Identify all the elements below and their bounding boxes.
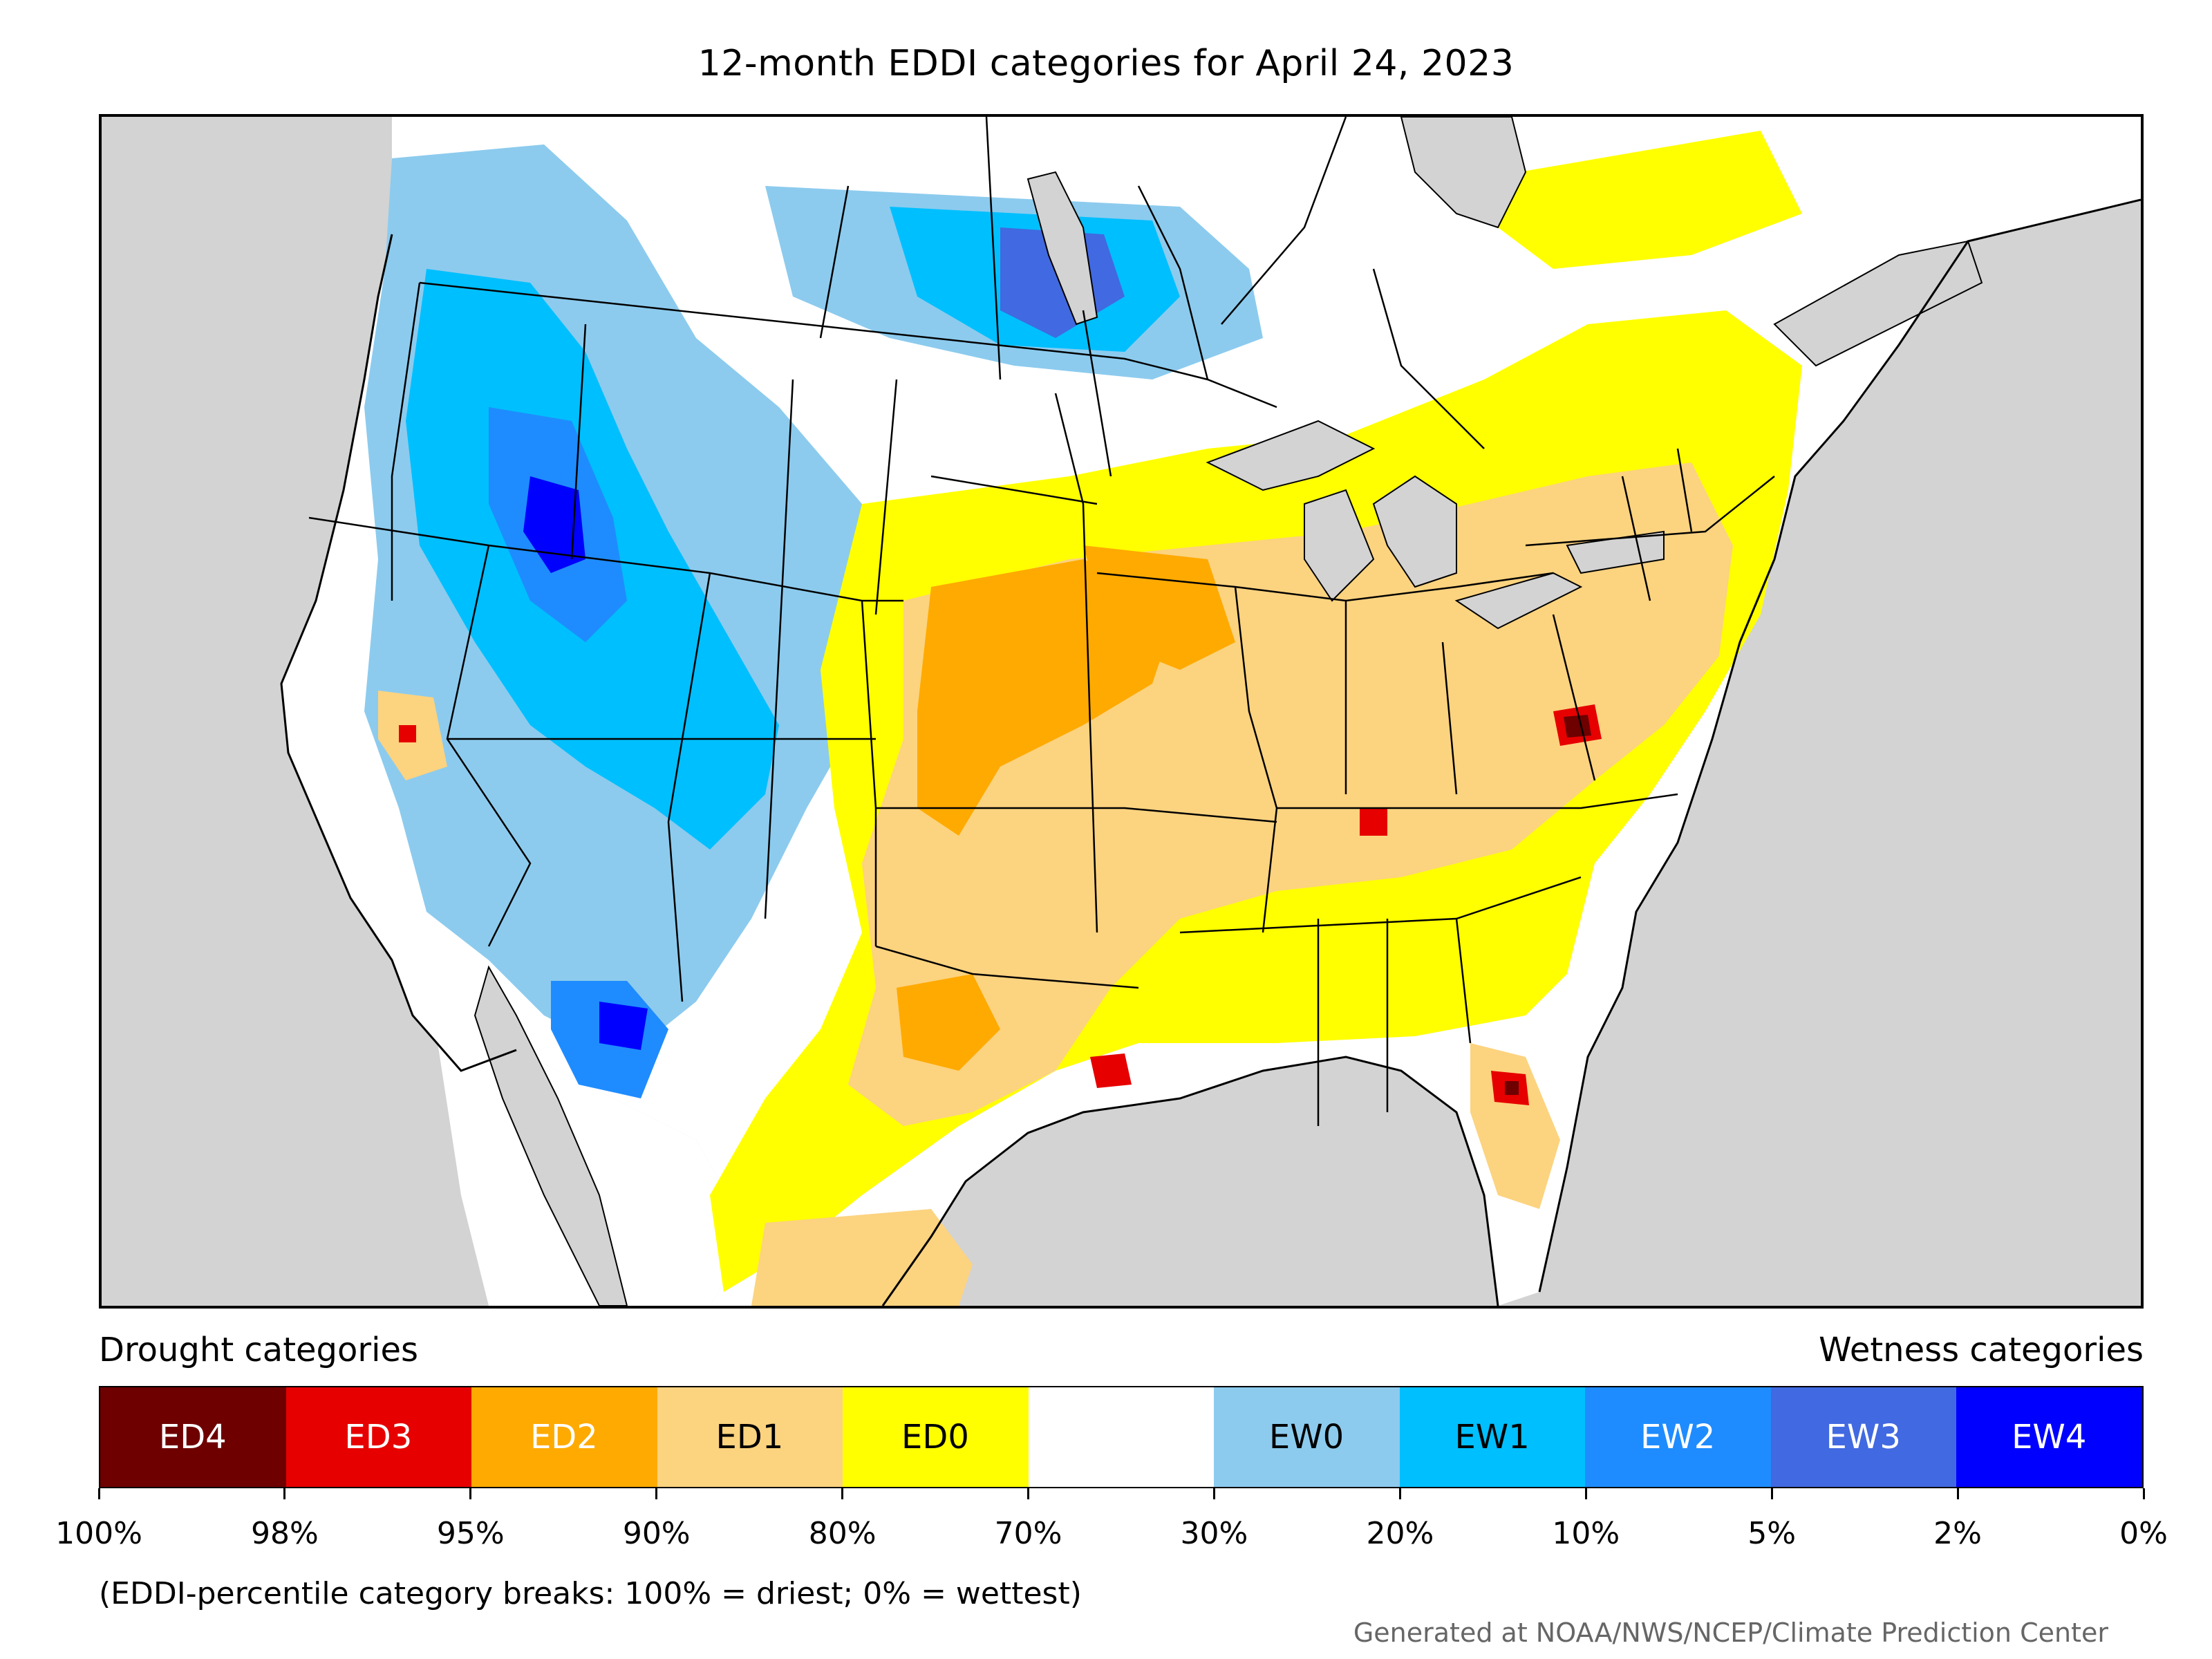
category-cell-ew2: EW2	[1585, 1387, 1771, 1487]
category-cell-ed2: ED2	[471, 1387, 657, 1487]
eddi-map	[99, 114, 2144, 1309]
great-lakes	[1206, 420, 1665, 630]
st-lawrence-gulf	[1773, 240, 1983, 367]
tick-mark	[841, 1488, 844, 1499]
tick-mark	[655, 1488, 658, 1499]
tick-mark	[1212, 1488, 1215, 1499]
houston-ed3	[1090, 1053, 1132, 1088]
nw-ew4-region	[523, 476, 585, 573]
tick-label: 95%	[436, 1516, 505, 1551]
tick-mark	[1956, 1488, 1959, 1499]
category-cell-ed3: ED3	[285, 1387, 472, 1487]
kentucky-ed3	[1360, 808, 1387, 836]
tick-label: 10%	[1552, 1516, 1620, 1551]
tick-mark	[469, 1488, 472, 1499]
virginia-ed4	[1564, 715, 1591, 738]
sw-ew4-region	[599, 1002, 648, 1050]
map-title: 12-month EDDI categories for April 24, 2…	[697, 43, 1515, 84]
tick-label: 5%	[1747, 1516, 1797, 1551]
tick-label: 30%	[1180, 1516, 1248, 1551]
tick-label: 100%	[55, 1516, 142, 1551]
drought-categories-heading: Drought categories	[99, 1331, 418, 1369]
tick-label: 90%	[622, 1516, 691, 1551]
state-boundaries	[308, 117, 1775, 1126]
percentile-ticks: 100% 98% 95% 90% 80% 70% 30% 20% 10% 5% 2% 0%	[55, 1488, 2168, 1551]
florida-ed4	[1505, 1081, 1519, 1095]
tick-label: 20%	[1366, 1516, 1434, 1551]
tick-label: 80%	[808, 1516, 877, 1551]
category-cell-ew1: EW1	[1399, 1387, 1586, 1487]
category-cell-ed4: ED4	[100, 1387, 286, 1487]
tick-mark	[283, 1488, 286, 1499]
hudson-bay-tip	[1400, 117, 1527, 229]
tick-label: 0%	[2119, 1516, 2168, 1551]
category-cell-ed0: ED0	[843, 1387, 1029, 1487]
tick-mark	[1584, 1488, 1587, 1499]
tick-mark	[1398, 1488, 1401, 1499]
quebec-ed0	[1498, 131, 1802, 269]
texas-ed2	[897, 974, 1000, 1071]
category-cell-neutral	[1028, 1387, 1215, 1487]
tick-mark	[1770, 1488, 1773, 1499]
category-cell-ed1: ED1	[657, 1387, 843, 1487]
tick-label: 98%	[251, 1516, 319, 1551]
category-cell-ew0: EW0	[1214, 1387, 1400, 1487]
mexico-ed1	[751, 1209, 973, 1306]
coastline	[280, 198, 2141, 1306]
category-cell-ew3: EW3	[1770, 1387, 1957, 1487]
iowa-ed2	[1083, 545, 1235, 670]
tick-label: 2%	[1933, 1516, 1982, 1551]
tick-mark	[2142, 1488, 2145, 1499]
wetness-categories-heading: Wetness categories	[1819, 1331, 2144, 1369]
category-cell-ew4: EW4	[1956, 1387, 2143, 1487]
category-colorbar: ED4 ED3 ED2 ED1 ED0 EW0 EW1 EW2 EW3 EW4	[99, 1386, 2144, 1488]
category-breaks-note: (EDDI-percentile category breaks: 100% =…	[99, 1576, 1082, 1611]
tick-label: 70%	[994, 1516, 1062, 1551]
credit-line: Generated at NOAA/NWS/NCEP/Climate Predi…	[1353, 1618, 2108, 1648]
california-ed3	[399, 725, 416, 742]
lake-winnipeg	[1027, 171, 1098, 326]
tick-mark	[97, 1488, 100, 1499]
tick-mark	[1027, 1488, 1030, 1499]
